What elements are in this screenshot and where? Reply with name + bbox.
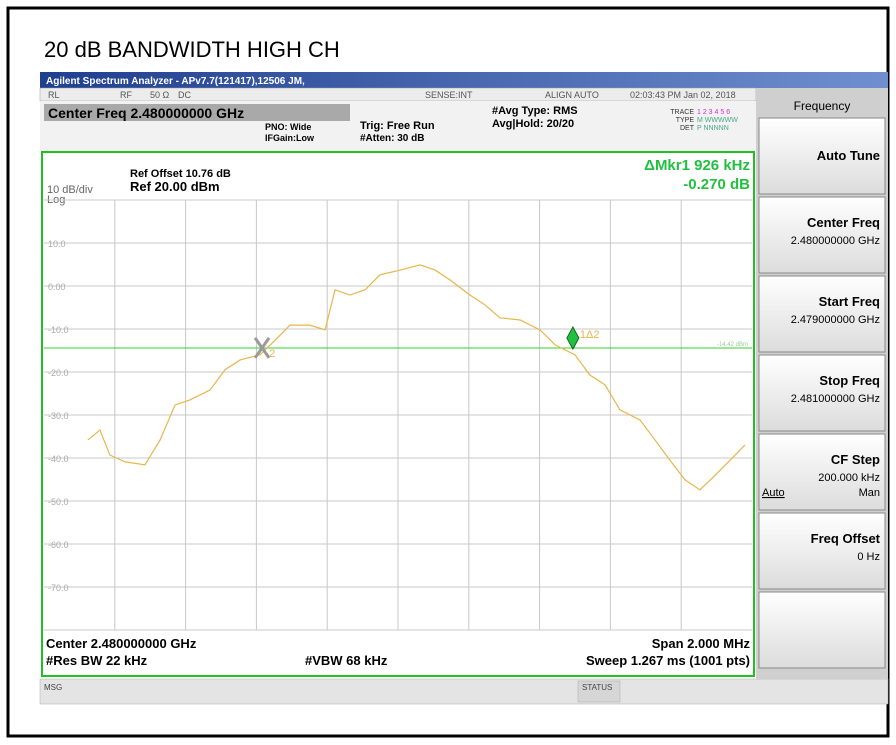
trace-row-value: P NNNNN bbox=[697, 125, 729, 132]
vbw: #VBW 68 kHz bbox=[305, 653, 388, 668]
heading: 20 dB BANDWIDTH HIGH CH bbox=[44, 37, 340, 62]
softkey-label: Auto Tune bbox=[817, 148, 880, 163]
window-title: Agilent Spectrum Analyzer - APv7.7(12141… bbox=[46, 76, 305, 87]
y-tick-label: -30.0 bbox=[48, 411, 69, 421]
ref-level: Ref 20.00 dBm bbox=[130, 179, 220, 194]
status-item: 02:03:43 PM Jan 02, 2018 bbox=[630, 90, 736, 100]
softkey[interactable] bbox=[758, 117, 886, 195]
softkey-value: 2.481000000 GHz bbox=[791, 393, 880, 405]
softkey-value: 2.480000000 GHz bbox=[791, 235, 880, 247]
trace-row-label: DET bbox=[680, 125, 695, 132]
softkey[interactable] bbox=[758, 354, 886, 432]
trace-row-label: TYPE bbox=[676, 117, 695, 124]
softkey-value: 2.479000000 GHz bbox=[791, 314, 880, 326]
trig: Trig: Free Run bbox=[360, 120, 435, 132]
ifgain: IFGain:Low bbox=[265, 133, 315, 143]
softkey-label: Freq Offset bbox=[811, 531, 881, 546]
softkey-label: Stop Freq bbox=[819, 373, 880, 388]
y-tick-label: -60.0 bbox=[48, 540, 69, 550]
softkey-option[interactable]: Man bbox=[859, 487, 880, 499]
marker-label: 2 bbox=[269, 348, 275, 360]
scale: 10 dB/div bbox=[47, 184, 93, 196]
status-box bbox=[577, 680, 621, 703]
y-tick-label: -10.0 bbox=[48, 325, 69, 335]
trace-row-value: 1 2 3 4 5 6 bbox=[697, 109, 730, 116]
y-tick-label: -20.0 bbox=[48, 368, 69, 378]
marker-value: -0.270 dB bbox=[683, 176, 750, 193]
sweep: Sweep 1.267 ms (1001 pts) bbox=[586, 653, 750, 668]
y-tick-label: 10.0 bbox=[48, 239, 66, 249]
msg-bar bbox=[39, 678, 889, 705]
softkey[interactable] bbox=[758, 512, 886, 590]
status-item: 50 Ω bbox=[150, 90, 170, 100]
span: Span 2.000 MHz bbox=[652, 636, 751, 651]
y-tick-label: -50.0 bbox=[48, 497, 69, 507]
softkey-label: CF Step bbox=[831, 452, 880, 467]
res-bw: #Res BW 22 kHz bbox=[46, 653, 148, 668]
status-item: RL bbox=[48, 90, 60, 100]
softkey-label: Start Freq bbox=[819, 294, 880, 309]
y-tick-label: 0.00 bbox=[48, 282, 66, 292]
status-label: STATUS bbox=[582, 683, 612, 692]
title-bar bbox=[40, 72, 888, 88]
marker bbox=[253, 337, 271, 359]
pno: PNO: Wide bbox=[265, 122, 311, 132]
center-freq: Center Freq 2.480000000 GHz bbox=[48, 105, 244, 121]
y-tick-label: -70.0 bbox=[48, 583, 69, 593]
y-tick-label: -40.0 bbox=[48, 454, 69, 464]
center-freq-box bbox=[44, 104, 350, 121]
avg-hold: Avg|Hold: 20/20 bbox=[492, 118, 574, 130]
trace-row-value: M WWWWW bbox=[697, 117, 738, 124]
avg-type: #Avg Type: RMS bbox=[492, 105, 578, 117]
softkey-label: Center Freq bbox=[807, 215, 880, 230]
center: Center 2.480000000 GHz bbox=[46, 636, 197, 651]
softkey[interactable] bbox=[758, 275, 886, 353]
status-item: SENSE:INT bbox=[425, 90, 473, 100]
status-item: ALIGN AUTO bbox=[545, 90, 599, 100]
status-item: RF bbox=[120, 90, 132, 100]
menu-title: Frequency bbox=[794, 99, 851, 113]
softkey-value: 200.000 kHz bbox=[818, 472, 880, 484]
marker-label: 1Δ2 bbox=[580, 329, 600, 341]
softkey-option[interactable]: Auto bbox=[762, 487, 785, 499]
ref-offset: Ref Offset 10.76 dB bbox=[130, 168, 231, 180]
display-line-label: -14.42 dBm bbox=[717, 342, 748, 348]
softkey-value: 0 Hz bbox=[857, 551, 880, 563]
softkey bbox=[758, 591, 886, 669]
softkey[interactable] bbox=[758, 196, 886, 274]
status-item: DC bbox=[178, 90, 191, 100]
msg: MSG bbox=[44, 683, 62, 692]
trace-row-label: TRACE bbox=[670, 109, 694, 116]
trace bbox=[87, 264, 746, 491]
softkey[interactable] bbox=[758, 433, 886, 511]
marker bbox=[566, 325, 580, 351]
marker-readout: ΔMkr1 926 kHz bbox=[644, 157, 750, 174]
atten: #Atten: 30 dB bbox=[360, 133, 424, 144]
